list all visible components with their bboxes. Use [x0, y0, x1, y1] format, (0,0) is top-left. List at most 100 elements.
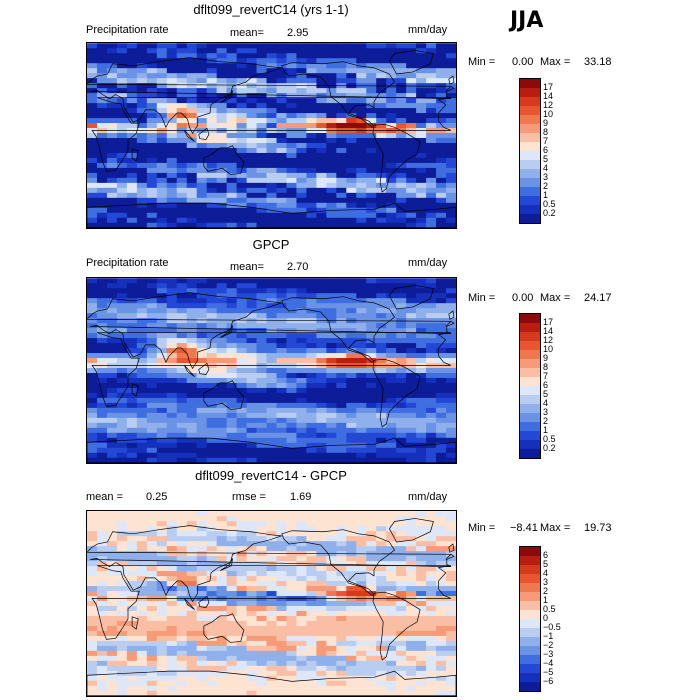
field-cell: [266, 372, 277, 379]
field-cell: [326, 368, 337, 374]
field-cell: [446, 157, 456, 164]
colorbar-swatch: [520, 115, 540, 124]
field-cell: [206, 88, 218, 94]
field-cell: [156, 278, 168, 284]
field-cell: [436, 601, 447, 607]
field-cell: [136, 566, 148, 572]
field-cell: [186, 83, 198, 89]
field-cell: [386, 576, 397, 582]
field-cell: [286, 427, 297, 434]
field-cell: [196, 576, 208, 582]
field-cell: [146, 137, 158, 144]
field-cell: [206, 368, 218, 374]
coastline: [448, 543, 455, 553]
field-cell: [266, 293, 277, 299]
field-cell: [356, 98, 367, 104]
field-cell: [116, 283, 128, 289]
field-cell: [406, 521, 417, 527]
field-cell: [216, 576, 228, 582]
field-cell: [446, 665, 456, 672]
field-cell: [106, 511, 118, 517]
field-cell: [166, 113, 178, 119]
field-cell: [446, 387, 456, 394]
field-cell: [206, 43, 218, 49]
field-cell: [376, 133, 387, 139]
field-cell: [146, 328, 158, 334]
field-cell: [376, 372, 387, 379]
field-cell: [126, 442, 138, 449]
colorbar-level-label: 10: [543, 344, 554, 354]
field-cell: [326, 625, 337, 632]
field-cell: [246, 108, 258, 114]
field-cell: [236, 432, 248, 439]
field-cell: [196, 182, 208, 189]
field-cell: [426, 207, 437, 214]
field-cell: [356, 690, 367, 696]
field-cell: [87, 108, 98, 114]
field-cell: [356, 566, 367, 572]
field-cell: [106, 177, 118, 184]
field-cell: [396, 323, 407, 329]
field-cell: [446, 113, 456, 119]
field-cell: [326, 298, 337, 304]
colorbar-swatch: [520, 341, 540, 350]
field-cell: [226, 551, 238, 557]
field-cell: [106, 377, 118, 384]
field-cell: [96, 447, 108, 454]
stat2-label: rmse =: [232, 491, 266, 503]
field-cell: [236, 591, 248, 597]
field-cell: [326, 596, 337, 602]
field-cell: [136, 63, 148, 69]
field-cell: [96, 293, 108, 299]
field-cell: [386, 152, 397, 159]
field-cell: [246, 402, 258, 409]
field-cell: [236, 162, 248, 169]
field-cell: [366, 601, 377, 607]
field-cell: [426, 655, 437, 662]
field-cell: [87, 103, 98, 109]
field-cell: [276, 660, 287, 667]
field-cell: [246, 328, 258, 334]
field-cell: [146, 93, 158, 99]
field-cell: [406, 635, 417, 642]
field-cell: [286, 610, 297, 617]
field-cell: [226, 83, 238, 89]
field-cell: [396, 412, 407, 419]
field-cell: [126, 630, 138, 637]
field-cell: [156, 531, 168, 537]
field-cell: [176, 182, 188, 189]
field-cell: [376, 142, 387, 149]
field-cell: [286, 212, 297, 219]
field-cell: [196, 288, 208, 294]
field-cell: [196, 635, 208, 642]
field-cell: [306, 526, 317, 532]
field-cell: [146, 625, 158, 632]
field-cell: [406, 137, 417, 144]
field-cell: [106, 685, 118, 692]
field-cell: [336, 353, 347, 359]
field-cell: [446, 397, 456, 404]
field-cell: [226, 212, 238, 219]
field-cell: [96, 73, 108, 79]
field-cell: [166, 182, 178, 189]
field-cell: [116, 73, 128, 79]
field-cell: [226, 162, 238, 169]
field-cell: [226, 635, 238, 642]
field-cell: [286, 353, 297, 359]
field-cell: [236, 576, 248, 582]
field-cell: [246, 655, 258, 662]
field-cell: [426, 546, 437, 552]
field-cell: [216, 197, 228, 204]
field-cell: [186, 645, 198, 652]
field-cell: [106, 118, 118, 124]
field-cell: [416, 313, 427, 319]
field-cell: [226, 298, 238, 304]
field-cell: [166, 601, 178, 607]
field-cell: [396, 675, 407, 682]
field-cell: [106, 48, 118, 54]
field-cell: [156, 675, 168, 682]
field-cell: [366, 343, 377, 349]
field-cell: [196, 521, 208, 527]
field-cell: [176, 620, 188, 627]
field-cell: [236, 278, 248, 284]
